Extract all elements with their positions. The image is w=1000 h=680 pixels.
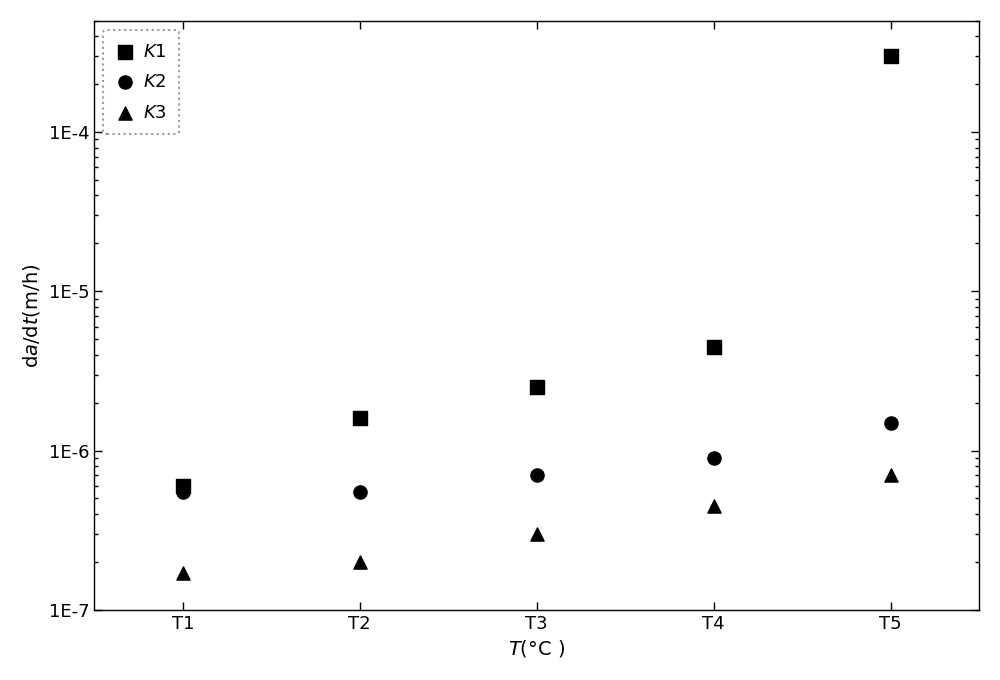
$\mathit{K2}$ [175,486,191,497]
$\mathit{K2}$ [352,486,368,497]
$\mathit{K3}$ [175,568,191,579]
$\mathit{K3}$ [883,470,899,481]
$\mathit{K2}$ [706,452,722,463]
$\mathit{K3}$ [706,500,722,511]
Y-axis label: d$\mathit{a}$/d$\mathit{t}$(m/h): d$\mathit{a}$/d$\mathit{t}$(m/h) [21,263,42,367]
$\mathit{K1}$ [706,341,722,352]
$\mathit{K2}$ [529,470,545,481]
$\mathit{K2}$ [883,417,899,428]
$\mathit{K1}$ [352,413,368,424]
Legend: $\mathit{K1}$, $\mathit{K2}$, $\mathit{K3}$: $\mathit{K1}$, $\mathit{K2}$, $\mathit{K… [103,30,179,135]
$\mathit{K1}$ [529,381,545,392]
$\mathit{K3}$ [529,528,545,539]
X-axis label: $\mathit{T}$(°C ): $\mathit{T}$(°C ) [508,638,565,659]
$\mathit{K1}$ [175,480,191,491]
$\mathit{K1}$ [883,51,899,62]
$\mathit{K3}$ [352,556,368,567]
